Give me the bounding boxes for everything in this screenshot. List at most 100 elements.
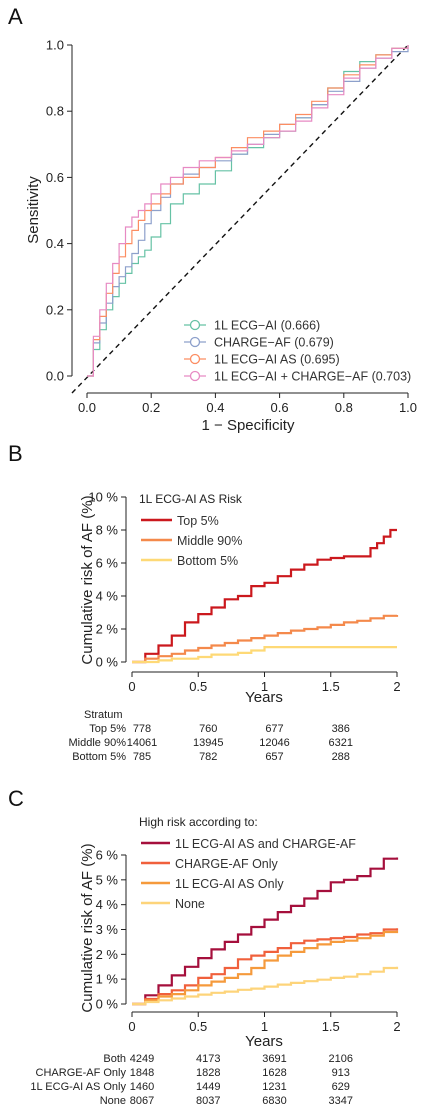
c-series-line-0 — [132, 857, 399, 1006]
b-x-tick-label: 1 — [261, 679, 268, 694]
legend-marker-3 — [189, 370, 201, 382]
panel-c-x-ticks: 0 0.5 1 1.5 2 — [128, 1012, 401, 1034]
panel-c: C 0 0.5 1 1.5 2 0 %1 %2 %3 %4 %5 %6 % Years … — [8, 786, 401, 1107]
risk-row-label-0: Top 5% — [89, 723, 126, 735]
panel-b-letter: B — [8, 441, 23, 466]
legend-entry-3: 1L ECG−AI + CHARGE−AF (0.703) — [214, 370, 411, 384]
risk-cell: 386 — [332, 723, 350, 735]
panel-b-x-axis-label: Years — [245, 689, 283, 706]
risk-cell: 1460 — [130, 1081, 154, 1093]
c-x-tick-label: 2 — [393, 1019, 400, 1034]
c-y-tick-label: 2 % — [96, 947, 119, 962]
panel-c-y-axis-label: Cumulative risk of AF (%) — [79, 843, 96, 1012]
panel-b-series — [132, 528, 399, 664]
a-y-tick-label: 0.0 — [46, 369, 64, 384]
risk-cell: 3691 — [262, 1053, 286, 1065]
c-series-line-3 — [132, 966, 399, 1006]
risk-cell: 1848 — [130, 1067, 154, 1079]
b-x-tick-label: 1.5 — [322, 679, 340, 694]
b-series-line-1 — [132, 614, 399, 664]
b-y-tick-label: 4 % — [96, 589, 119, 604]
risk-cell: 8037 — [196, 1095, 220, 1107]
legend-marker-0 — [189, 319, 201, 331]
legend-entry-2: 1L ECG-AI AS Only — [175, 877, 284, 891]
c-y-tick-label: 6 % — [96, 848, 119, 863]
risk-cell: 1449 — [196, 1081, 220, 1093]
risk-cell: 3347 — [329, 1095, 353, 1107]
risk-cell: 657 — [265, 751, 283, 763]
legend-entry-0: Top 5% — [177, 514, 219, 528]
c-y-tick-label: 3 % — [96, 922, 119, 937]
risk-cell: 760 — [199, 723, 217, 735]
risk-row-label-3: None — [100, 1095, 126, 1107]
c-series-line-2 — [132, 930, 399, 1006]
panel-a-y-axis-label: Sensitivity — [25, 176, 42, 244]
risk-row-label-2: Bottom 5% — [72, 751, 126, 763]
a-x-tick-label: 1.0 — [399, 400, 417, 415]
panel-b: B 0 0.5 1 1.5 2 0 % 2 % 4 % 6 % 8 % 10 % Years Cu… — [8, 441, 401, 763]
b-y-tick-label: 8 % — [96, 523, 119, 538]
c-y-tick-label: 0 % — [96, 997, 119, 1012]
c-y-tick-label: 4 % — [96, 897, 119, 912]
panel-b-legend-title: 1L ECG-AI AS Risk — [139, 492, 243, 506]
panel-c-series — [132, 857, 399, 1006]
c-y-tick-label: 5 % — [96, 872, 119, 887]
risk-cell: 677 — [265, 723, 283, 735]
c-y-tick-label: 1 % — [96, 972, 119, 987]
risk-cell: 1628 — [262, 1067, 286, 1079]
a-y-tick-label: 0.6 — [46, 170, 64, 185]
c-x-tick-label: 0 — [128, 1019, 135, 1034]
a-series-line-3 — [87, 45, 409, 377]
risk-cell: 12046 — [259, 737, 290, 749]
b-y-tick-label: 2 % — [96, 622, 119, 637]
risk-cell: 14061 — [127, 737, 158, 749]
legend-entry-3: None — [175, 897, 205, 911]
risk-cell: 8067 — [130, 1095, 154, 1107]
risk-cell: 1828 — [196, 1067, 220, 1079]
panel-b-y-axis-label: Cumulative risk of AF (%) — [79, 495, 96, 664]
c-x-tick-label: 0.5 — [189, 1019, 207, 1034]
legend-entry-1: CHARGE−AF (0.679) — [214, 336, 334, 350]
risk-cell: 13945 — [193, 737, 224, 749]
a-y-tick-label: 1.0 — [46, 38, 64, 53]
panel-a-series — [87, 45, 409, 377]
c-x-tick-label: 1 — [261, 1019, 268, 1034]
b-series-line-2 — [132, 646, 397, 664]
panel-b-legend: Top 5% Middle 90% Bottom 5% — [141, 514, 242, 568]
a-x-tick-label: 0.0 — [78, 400, 96, 415]
panel-b-risk-table-title: Stratum — [84, 709, 123, 721]
a-y-tick-label: 0.8 — [46, 104, 64, 119]
c-x-tick-label: 1.5 — [322, 1019, 340, 1034]
b-x-tick-label: 2 — [393, 679, 400, 694]
risk-cell: 782 — [199, 751, 217, 763]
b-y-tick-label: 6 % — [96, 556, 119, 571]
panel-c-y-ticks: 0 % 1 % 2 % 3 % 4 % 5 % 6 % — [96, 848, 126, 1012]
panel-c-risk-table: Both 4249 4173 3691 2106 CHARGE-AF Only 1848 18… — [30, 1053, 353, 1107]
b-y-tick-label: 10 % — [88, 490, 118, 505]
b-y-tick-label: 0 % — [96, 655, 119, 670]
risk-cell: 288 — [332, 751, 350, 763]
panel-c-letter: C — [8, 786, 24, 811]
risk-row-label-1: CHARGE-AF Only — [36, 1067, 127, 1079]
a-x-tick-label: 0.2 — [142, 400, 160, 415]
legend-entry-1: Middle 90% — [177, 534, 242, 548]
risk-cell: 4249 — [130, 1053, 154, 1065]
panel-a-x-axis-label: 1 − Specificity — [202, 417, 295, 434]
panel-b-x-ticks: 0 0.5 1 1.5 2 — [128, 672, 401, 694]
b-x-tick-label: 0.5 — [189, 679, 207, 694]
a-x-tick-label: 0.6 — [271, 400, 289, 415]
risk-cell: 629 — [332, 1081, 350, 1093]
a-y-tick-label: 0.2 — [46, 302, 64, 317]
panel-b-y-ticks: 0 % 2 % 4 % 6 % 8 % 10 % — [88, 490, 126, 670]
panel-a-legend: 1L ECG−AI (0.666) CHARGE−AF (0.679) 1L ECG… — [184, 319, 411, 384]
panel-a-x-ticks: 0.0 0.2 0.4 0.6 0.8 1.0 — [78, 393, 417, 415]
risk-cell: 2106 — [329, 1053, 353, 1065]
panel-a-y-ticks: 0.0 0.2 0.4 0.6 0.8 1.0 — [46, 38, 72, 384]
panel-c-legend: 1L ECG-AI AS and CHARGE-AF CHARGE-AF Only… — [141, 837, 356, 911]
panel-a: A 0.0 0.2 0.4 0.6 0.8 1.0 0.00.20.40.60.81.0 … — [8, 4, 417, 434]
legend-entry-2: 1L ECG−AI AS (0.695) — [214, 353, 340, 367]
legend-entry-2: Bottom 5% — [177, 554, 238, 568]
panel-a-letter: A — [8, 4, 23, 29]
risk-cell: 6830 — [262, 1095, 286, 1107]
